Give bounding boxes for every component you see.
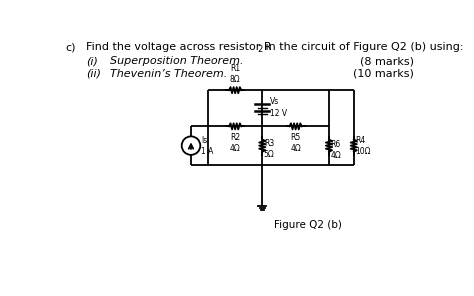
Text: 2: 2 xyxy=(258,45,263,54)
Text: (8 marks): (8 marks) xyxy=(360,56,414,66)
Text: Superposition Theorem.: Superposition Theorem. xyxy=(109,56,243,66)
Text: Thevenin’s Theorem.: Thevenin’s Theorem. xyxy=(109,69,227,79)
Text: R6
4Ω: R6 4Ω xyxy=(330,140,341,160)
Text: (ii): (ii) xyxy=(86,69,101,79)
Text: Find the voltage across resistor R: Find the voltage across resistor R xyxy=(86,42,272,52)
Text: Is
1 A: Is 1 A xyxy=(201,136,213,156)
Text: R2
4Ω: R2 4Ω xyxy=(230,133,240,153)
Text: c): c) xyxy=(65,42,76,52)
Text: (10 marks): (10 marks) xyxy=(353,69,414,79)
Text: R3
5Ω: R3 5Ω xyxy=(264,139,274,159)
Text: R5
4Ω: R5 4Ω xyxy=(290,133,301,153)
Text: in the circuit of Figure Q2 (b) using:: in the circuit of Figure Q2 (b) using: xyxy=(262,42,463,52)
Text: Figure Q2 (b): Figure Q2 (b) xyxy=(274,220,342,230)
Text: R4
10Ω: R4 10Ω xyxy=(356,136,371,156)
Text: (i): (i) xyxy=(86,56,98,66)
Text: Vs
12 V: Vs 12 V xyxy=(270,97,287,118)
Text: R1
8Ω: R1 8Ω xyxy=(230,64,240,84)
